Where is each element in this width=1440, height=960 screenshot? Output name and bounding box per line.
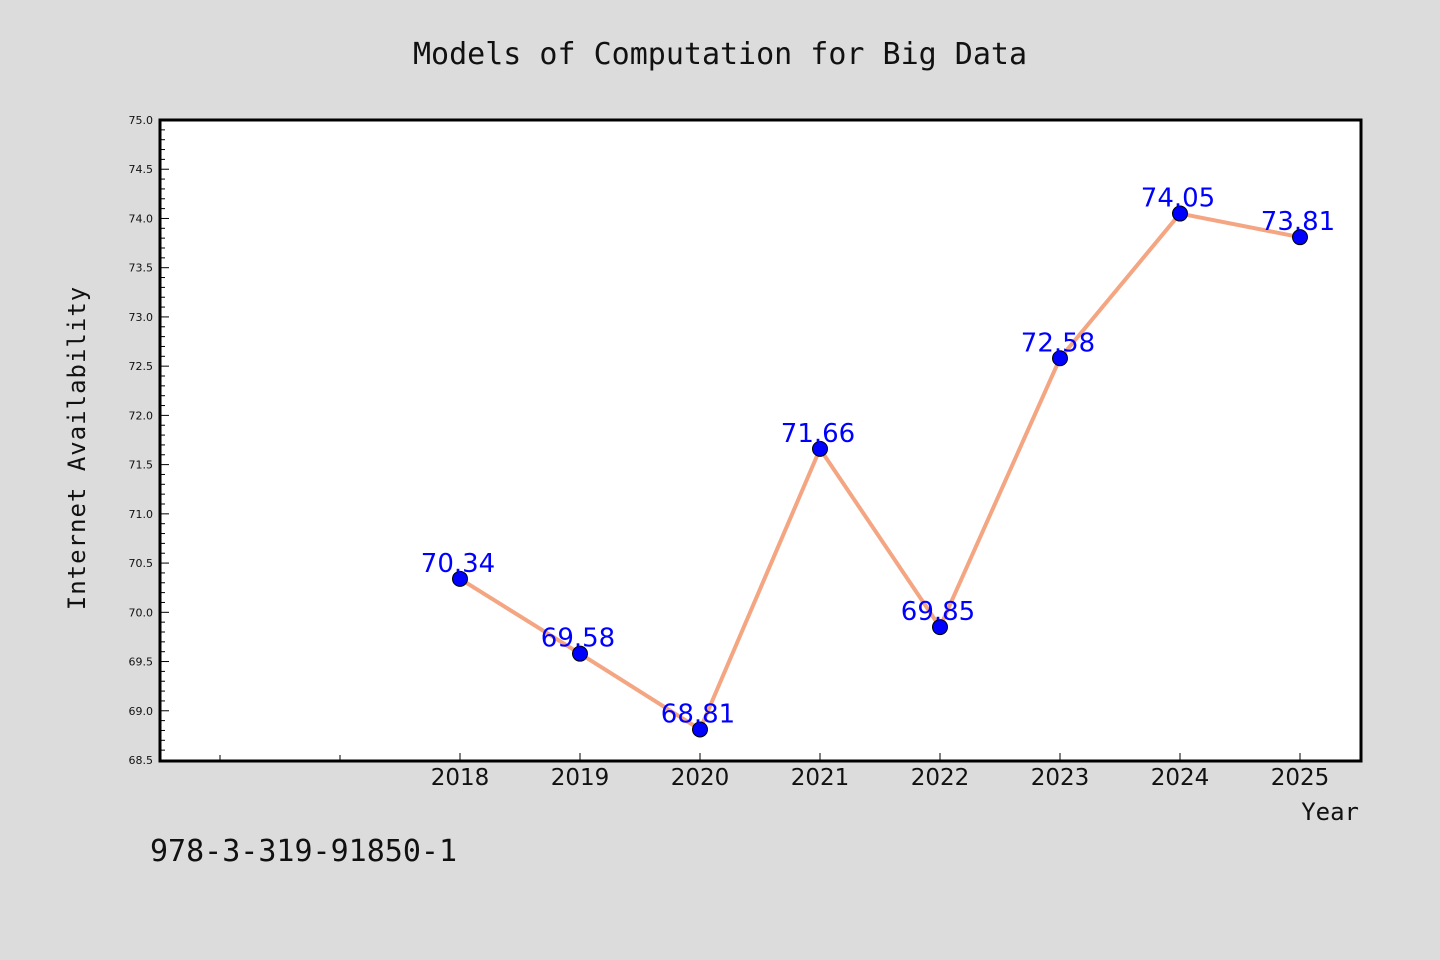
y-tick-label: 73.5: [129, 262, 154, 275]
data-point-marker: [932, 619, 948, 636]
y-tick-label: 70.5: [129, 557, 154, 570]
data-point-marker: [1292, 229, 1308, 246]
data-point-marker: [1172, 205, 1188, 222]
data-point-marker: [572, 645, 588, 662]
x-tick-label: 2025: [1271, 765, 1330, 791]
data-label: 69.58: [541, 624, 615, 654]
y-tick-label: 70.0: [129, 606, 154, 619]
data-label: 68.81: [661, 699, 735, 729]
y-tick-label: 72.0: [129, 409, 154, 422]
data-label: 74.05: [1141, 184, 1215, 214]
data-labels: 70.34 69.58 68.81 71.66 69.85 72.58 74.05 73.81: [421, 184, 1335, 730]
data-label: 71.66: [781, 419, 855, 449]
series-markers: [452, 205, 1308, 738]
y-tick-label: 75.0: [129, 114, 154, 127]
data-point-marker: [452, 570, 468, 587]
data-point-marker: [692, 721, 708, 738]
x-axis-ticks: 2018 2019 2020 2021 2022 2023 2024 2025: [219, 753, 1330, 791]
y-tick-label: 73.0: [129, 311, 154, 324]
x-tick-label: 2023: [1031, 765, 1090, 791]
y-tick-label: 69.5: [129, 656, 154, 669]
data-label: 70.34: [421, 549, 495, 579]
y-axis-ticks: 68.5 69.0 69.5 70.0 70.5 71.0 71.5 72.0 72.5 73.0…: [129, 114, 169, 767]
y-tick-label: 74.5: [129, 163, 154, 176]
x-tick-label: 2021: [791, 765, 850, 791]
chart-title: Models of Computation for Big Data: [413, 37, 1027, 72]
y-tick-label: 72.5: [129, 360, 154, 373]
y-tick-label: 68.5: [129, 754, 154, 767]
x-axis-label: Year: [1301, 798, 1359, 826]
x-tick-label: 2024: [1151, 765, 1210, 791]
plot-frame: [158, 118, 1363, 763]
data-point-marker: [1052, 350, 1068, 367]
data-label: 72.58: [1021, 328, 1095, 358]
x-tick-label: 2020: [671, 765, 730, 791]
data-point-marker: [812, 440, 828, 457]
data-label: 73.81: [1261, 207, 1335, 237]
x-tick-label: 2022: [911, 765, 970, 791]
plot-area: [160, 120, 1361, 761]
series-line-group: [458, 211, 1302, 732]
footer-isbn-text: 978-3-319-91850-1: [150, 834, 458, 869]
x-tick-label: 2018: [431, 765, 490, 791]
y-tick-label: 74.0: [129, 212, 154, 225]
y-tick-label: 71.0: [129, 508, 154, 521]
x-tick-label: 2019: [551, 765, 610, 791]
y-tick-label: 71.5: [129, 459, 154, 472]
y-tick-label: 69.0: [129, 705, 154, 718]
series-line: [458, 211, 1302, 732]
y-axis-label: Internet Availability: [63, 286, 91, 610]
data-label: 69.85: [901, 597, 975, 627]
